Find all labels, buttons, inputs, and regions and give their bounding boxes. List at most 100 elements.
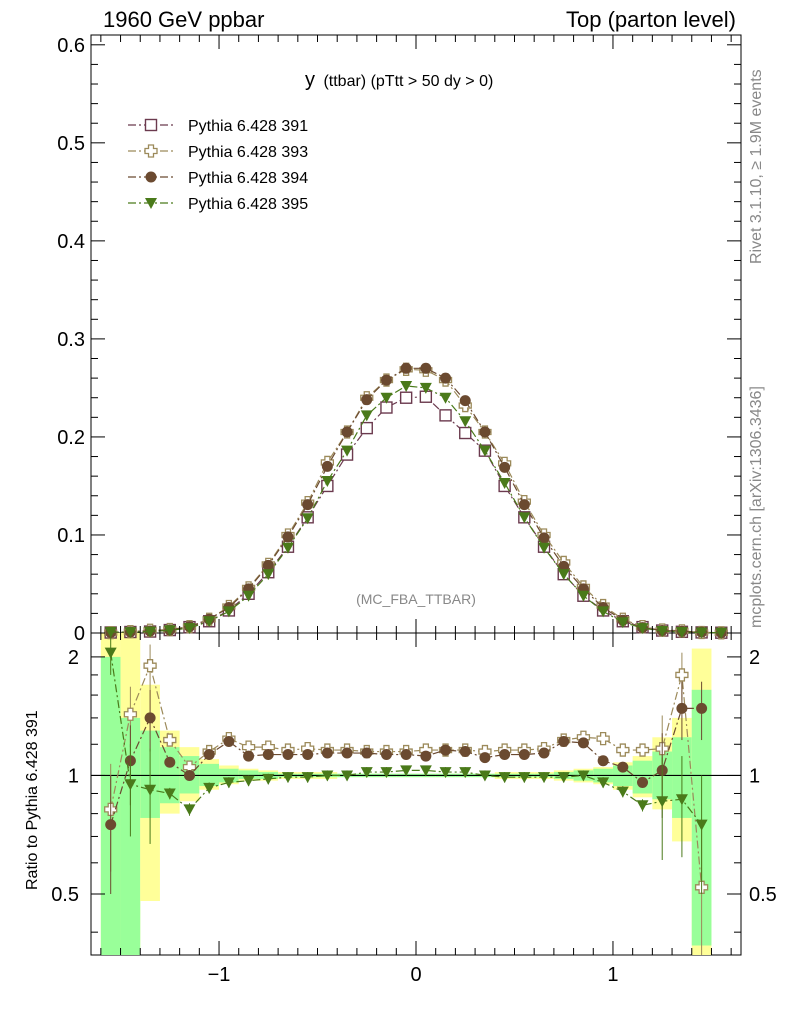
ratio-point-2 [538, 772, 551, 784]
ratio-point-2 [557, 772, 570, 784]
data-point-3 [478, 445, 491, 457]
ratio-point-2 [577, 770, 590, 782]
data-point-0 [439, 409, 452, 422]
ratio-point-1 [321, 747, 333, 759]
ratio-point-2 [124, 779, 137, 791]
data-point-3 [124, 627, 137, 639]
data-point-2 [380, 374, 392, 386]
data-point-3 [459, 416, 472, 428]
x-tick-label: 0 [410, 964, 421, 986]
data-point-2 [440, 372, 452, 384]
ratio-y-axis-label: Ratio to Pythia 6.428 391 [24, 710, 41, 890]
ratio-point-1 [538, 747, 550, 759]
data-point-2 [282, 531, 294, 543]
series-line-1 [110, 368, 722, 634]
ratio-point-1 [400, 749, 412, 761]
ratio-point-2 [439, 767, 452, 779]
data-point-3 [341, 445, 354, 457]
data-point-3 [281, 542, 294, 554]
ratio-point-2 [419, 765, 432, 777]
data-point-3 [439, 392, 452, 404]
ratio-point-1 [302, 749, 314, 761]
data-point-2 [321, 460, 333, 472]
data-point-2 [558, 560, 570, 572]
ratio-axes-ticks: 0.5 0.5 1 1 2 2 −1 0 1 [51, 633, 777, 986]
data-point-3 [321, 476, 334, 488]
ratio-point-2 [616, 786, 629, 798]
legend-marker-1 [144, 144, 158, 158]
data-point-0 [459, 426, 472, 440]
ratio-point-0 [635, 743, 650, 757]
ratio-point-2 [459, 767, 472, 779]
ratio-point-0 [616, 743, 630, 757]
legend-label-0: Pythia 6.428 391 [188, 118, 308, 135]
ratio-point-2 [478, 770, 491, 782]
header-left-label: 1960 GeV ppbar [103, 7, 264, 32]
legend-label-2: Pythia 6.428 394 [188, 170, 308, 187]
data-point-3 [538, 542, 551, 554]
ratio-point-2 [163, 788, 176, 800]
data-point-2 [459, 395, 471, 407]
ratio-point-1 [518, 749, 530, 761]
data-point-2 [420, 362, 432, 374]
ratio-point-2 [360, 767, 373, 779]
ratio-point-1 [577, 737, 589, 749]
y-tick-label: 0.2 [57, 427, 85, 449]
ratio-point-1 [105, 819, 117, 831]
data-point-0 [399, 391, 413, 404]
green-band-bin [238, 770, 259, 779]
data-point-2 [262, 559, 274, 571]
ratio-point-0 [596, 732, 610, 746]
plot-title-sub: (ttbar) (pTtt > 50 dy > 0) [323, 73, 493, 90]
ratio-point-1 [617, 761, 629, 773]
main-series-group [104, 362, 728, 640]
legend-label-1: Pythia 6.428 393 [188, 144, 308, 161]
data-point-3 [715, 627, 728, 639]
ratio-point-1 [164, 756, 176, 768]
ratio-point-1 [282, 749, 294, 761]
ratio-y-tick-label: 1 [68, 765, 79, 787]
ratio-point-2 [656, 796, 669, 808]
ratio-point-2 [262, 773, 275, 785]
ratio-point-1 [203, 749, 215, 761]
data-point-3 [616, 617, 629, 629]
mcplots-credit-label: mcplots.cern.ch [arXiv:1306.3436] [748, 386, 765, 628]
y-tick-label: 0.3 [57, 329, 85, 351]
data-point-0 [360, 421, 373, 435]
legend-marker-0 [144, 118, 158, 132]
legend-marker-2 [145, 171, 157, 183]
ratio-point-0 [675, 668, 689, 682]
ratio-point-0 [163, 733, 177, 747]
ratio-point-2 [222, 777, 235, 789]
ratio-point-1 [479, 752, 491, 764]
ratio-y-tick-label-right: 0.5 [749, 884, 777, 906]
x-tick-label: −1 [208, 964, 231, 986]
data-point-3 [675, 627, 688, 639]
ratio-point-1 [558, 735, 570, 747]
ratio-point-1 [499, 749, 511, 761]
y-tick-label: 0 [74, 623, 85, 645]
data-point-3 [242, 590, 255, 602]
ratio-point-0 [143, 659, 157, 673]
data-point-3 [360, 410, 373, 422]
plot-title: y (ttbar) (pTtt > 50 dy > 0) [305, 69, 493, 91]
legend-label-3: Pythia 6.428 395 [188, 196, 308, 213]
x-tick-label: 1 [607, 964, 618, 986]
analysis-watermark: (MC_FBA_TTBAR) [356, 591, 476, 607]
data-point-3 [183, 623, 196, 635]
header-right-label: Top (parton level) [566, 7, 736, 32]
data-point-2 [400, 362, 412, 374]
data-point-3 [636, 623, 649, 635]
ratio-point-1 [341, 747, 353, 759]
data-point-2 [518, 499, 530, 511]
ratio-point-2 [183, 804, 196, 816]
data-point-3 [262, 569, 275, 581]
data-point-3 [577, 590, 590, 602]
ratio-point-2 [301, 772, 314, 784]
ratio-point-2 [400, 765, 413, 777]
y-tick-label: 0.6 [57, 35, 85, 57]
ratio-point-2 [341, 770, 354, 782]
data-point-3 [104, 627, 117, 639]
data-point-3 [380, 392, 393, 404]
